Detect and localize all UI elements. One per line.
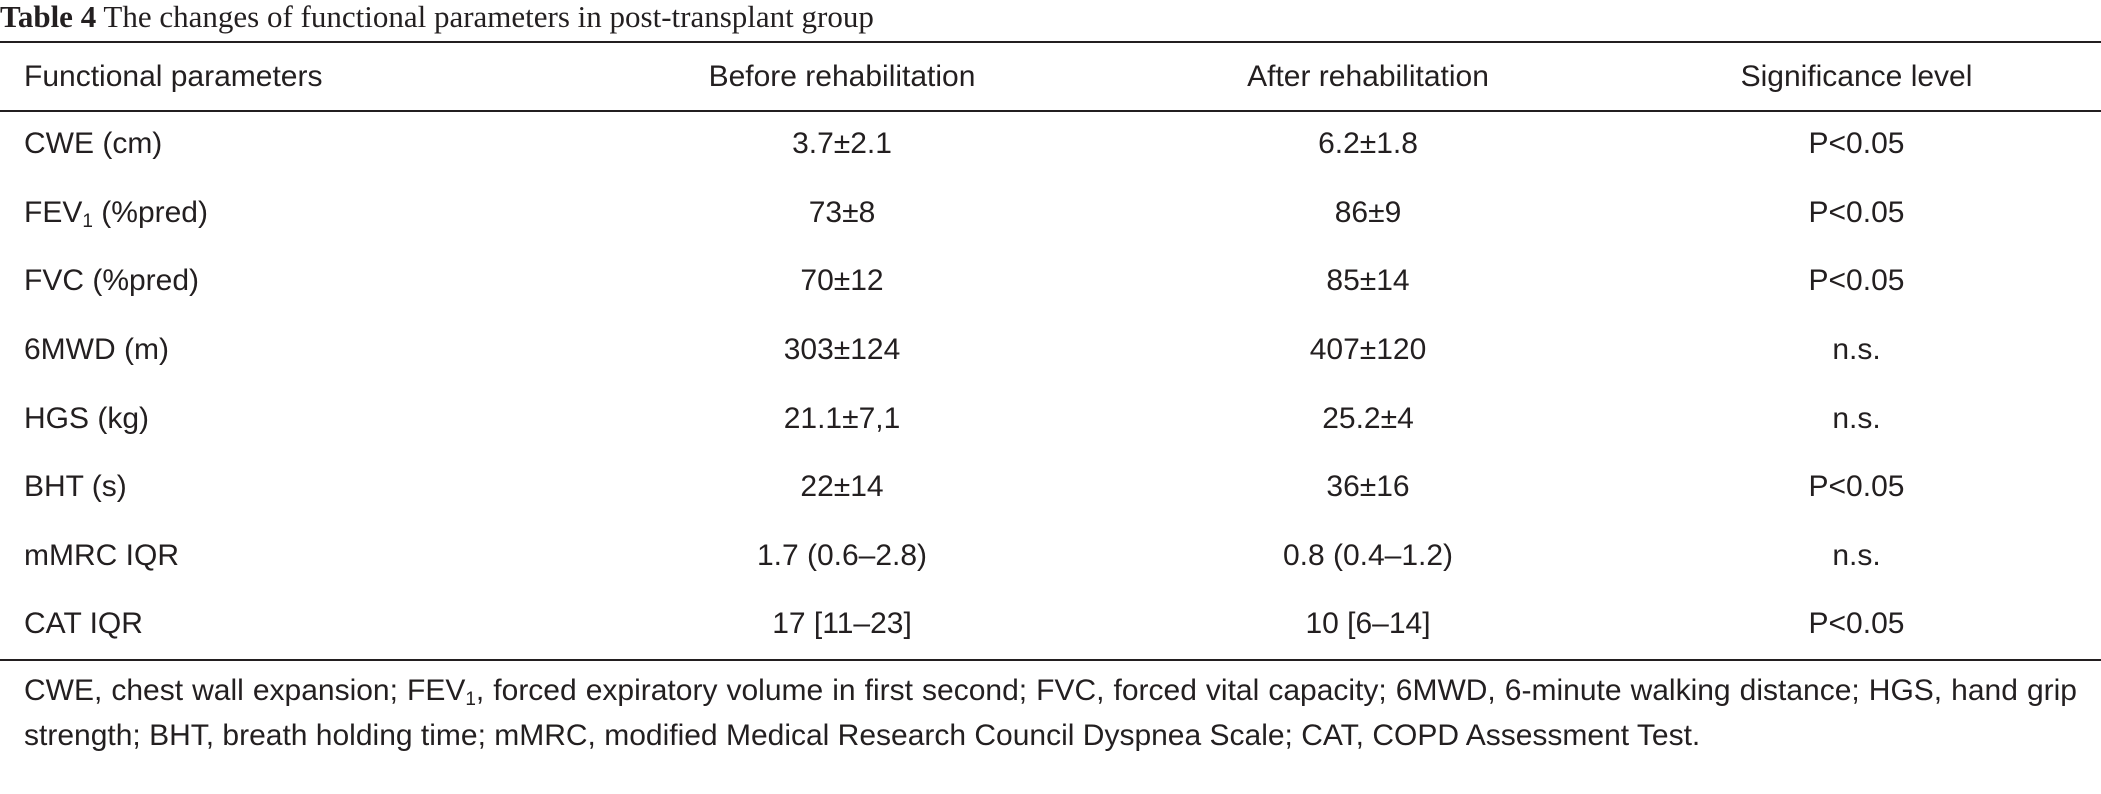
table-row: FEV1 (%pred) 73±8 86±9 P<0.05 — [0, 179, 2101, 248]
parameter-name: HGS (kg) — [24, 401, 150, 435]
cell-after: 85±14 — [1326, 264, 1410, 298]
cell-before: 22±14 — [800, 470, 884, 504]
parameter-name: 6MWD (m) — [24, 333, 169, 367]
cell-significance: P<0.05 — [1808, 264, 1905, 298]
cell-after: 6.2±1.8 — [1318, 127, 1418, 161]
cell-parameter: BHT (s) — [0, 453, 560, 522]
cell-after: 407±120 — [1309, 333, 1427, 367]
cell-before: 17 [11–23] — [772, 607, 912, 641]
cell-before: 3.7±2.1 — [792, 127, 892, 161]
cell-parameter: CWE (cm) — [0, 110, 560, 179]
table-body: CWE (cm) 3.7±2.1 6.2±1.8 P<0.05 FEV1 (%pred)… — [0, 110, 2101, 659]
cell-before: 21.1±7,1 — [783, 401, 901, 435]
table-header-rule — [0, 110, 2101, 112]
table-row: CAT IQR 17 [11–23] 10 [6–14] P<0.05 — [0, 590, 2101, 659]
cell-after: 10 [6–14] — [1305, 607, 1431, 641]
cell-parameter: FVC (%pred) — [0, 247, 560, 316]
footnote-text-part2: , forced expiratory volume in first seco… — [24, 674, 2077, 752]
cell-significance: n.s. — [1832, 401, 1881, 435]
parameter-name: mMRC IQR — [24, 538, 179, 572]
cell-before: 1.7 (0.6–2.8) — [756, 538, 928, 572]
cell-significance: n.s. — [1832, 538, 1881, 572]
parameter-name: CAT IQR — [24, 607, 143, 641]
parameter-name: BHT (s) — [24, 470, 127, 504]
cell-after: 25.2±4 — [1322, 401, 1414, 435]
cell-before: 303±124 — [783, 333, 901, 367]
column-header-parameter: Functional parameters — [24, 59, 323, 93]
cell-parameter: FEV1 (%pred) — [0, 179, 560, 248]
cell-significance: P<0.05 — [1808, 127, 1905, 161]
table-row: HGS (kg) 21.1±7,1 25.2±4 n.s. — [0, 384, 2101, 453]
table-row: BHT (s) 22±14 36±16 P<0.05 — [0, 453, 2101, 522]
cell-significance: P<0.05 — [1808, 195, 1905, 229]
table-bottom-rule — [0, 659, 2101, 661]
table-caption-label: Table 4 — [0, 0, 97, 34]
parameter-name: FEV — [24, 195, 83, 229]
table-row: CWE (cm) 3.7±2.1 6.2±1.8 P<0.05 — [0, 110, 2101, 179]
cell-significance: P<0.05 — [1808, 470, 1905, 504]
cell-after: 86±9 — [1334, 195, 1402, 229]
table-row: mMRC IQR 1.7 (0.6–2.8) 0.8 (0.4–1.2) n.s. — [0, 522, 2101, 591]
column-header-after: After rehabilitation — [1247, 59, 1489, 93]
cell-parameter: HGS (kg) — [0, 384, 560, 453]
column-header-significance: Significance level — [1740, 59, 1973, 93]
parameter-name: FVC (%pred) — [24, 264, 200, 298]
cell-before: 73±8 — [808, 195, 876, 229]
functional-parameters-table: Functional parameters Before rehabilitat… — [0, 43, 2101, 659]
table-caption-title: The changes of functional parameters in … — [103, 0, 874, 34]
cell-parameter: CAT IQR — [0, 590, 560, 659]
parameter-name: CWE (cm) — [24, 127, 163, 161]
table-row: FVC (%pred) 70±12 85±14 P<0.05 — [0, 247, 2101, 316]
table-top-rule — [0, 41, 2101, 43]
footnote-subscript: 1 — [465, 689, 476, 710]
cell-parameter: 6MWD (m) — [0, 316, 560, 385]
cell-after: 36±16 — [1326, 470, 1410, 504]
parameter-unit: (%pred) — [92, 195, 208, 229]
table-footnote: CWE, chest wall expansion; FEV1, forced … — [24, 668, 2077, 758]
table-caption: Table 4 The changes of functional parame… — [0, 0, 2101, 42]
cell-after: 0.8 (0.4–1.2) — [1282, 538, 1454, 572]
cell-parameter: mMRC IQR — [0, 522, 560, 591]
cell-significance: P<0.05 — [1808, 607, 1905, 641]
cell-before: 70±12 — [800, 264, 884, 298]
footnote-text-part1: CWE, chest wall expansion; FEV — [24, 674, 466, 707]
table-header-row: Functional parameters Before rehabilitat… — [0, 43, 2101, 110]
table-row: 6MWD (m) 303±124 407±120 n.s. — [0, 316, 2101, 385]
column-header-before: Before rehabilitation — [708, 59, 976, 93]
cell-significance: n.s. — [1832, 333, 1881, 367]
parameter-subscript: 1 — [82, 210, 93, 232]
